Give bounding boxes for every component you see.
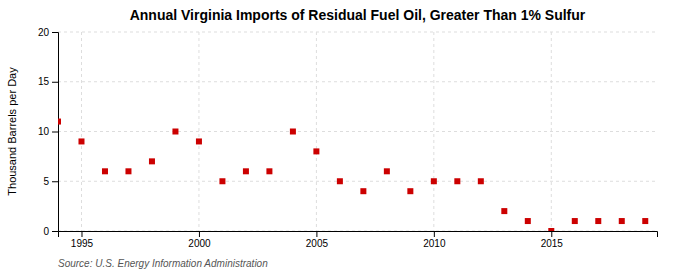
- point: [149, 158, 155, 164]
- x-tick: 2010: [423, 231, 446, 249]
- x-tick: 2015: [541, 231, 564, 249]
- points: [58, 119, 648, 231]
- point: [172, 129, 178, 135]
- point: [313, 148, 319, 154]
- y-grid-line: [58, 32, 657, 33]
- title: Annual Virginia Imports of Residual Fuel…: [130, 7, 586, 23]
- x-grid-line: [198, 32, 199, 231]
- y-tick-mark: [52, 181, 58, 182]
- x-tick-label: 2010: [423, 238, 446, 249]
- x-grid-line: [81, 32, 82, 231]
- y-tick: 20: [38, 27, 58, 38]
- point: [454, 178, 460, 184]
- x-tick-label: 2000: [188, 238, 211, 249]
- x-tick-label: 1995: [71, 238, 94, 249]
- point: [595, 218, 601, 224]
- x-grid-line: [433, 32, 434, 231]
- y-axis: 0 5 10 15 20: [38, 27, 59, 237]
- point: [219, 178, 225, 184]
- y-grid-line: [58, 131, 657, 132]
- y-tick: 5: [43, 176, 58, 187]
- point: [642, 218, 648, 224]
- y-grid-line: [58, 181, 657, 182]
- y-axis-line: [52, 33, 59, 232]
- x-grid-line: [316, 32, 317, 231]
- y-tick-label: 5: [43, 176, 49, 187]
- point: [196, 138, 202, 144]
- y-grid-line: [58, 81, 657, 82]
- point: [243, 168, 249, 174]
- point: [290, 129, 296, 135]
- y-tick-mark: [52, 132, 58, 133]
- point: [478, 178, 484, 184]
- y-tick: 0: [43, 226, 58, 237]
- y-tick-mark: [52, 32, 58, 33]
- plot: 1995 2000 2005 2010 2015 0 5 10 15 20: [38, 27, 658, 249]
- x-tick-mark: [434, 231, 435, 237]
- x-tick-label: 2005: [306, 238, 329, 249]
- point: [407, 188, 413, 194]
- x-tick-label: 2015: [541, 238, 564, 249]
- point: [337, 178, 343, 184]
- y-tick-label: 20: [38, 27, 50, 38]
- y-axis-title: Thousand Barrels per Day: [6, 67, 18, 196]
- source-note: Source: U.S. Energy Information Administ…: [58, 258, 268, 269]
- x-axis: 1995 2000 2005 2010 2015: [59, 231, 658, 249]
- point: [58, 119, 61, 125]
- point: [78, 138, 84, 144]
- y-tick-label: 0: [43, 226, 49, 237]
- point: [431, 178, 437, 184]
- x-tick: 1995: [71, 231, 94, 249]
- x-tick-mark: [81, 231, 82, 237]
- point: [572, 218, 578, 224]
- x-axis-line: [59, 232, 658, 238]
- y-tick-label: 15: [38, 76, 50, 87]
- y-tick: 15: [38, 76, 58, 87]
- y-tick-mark: [52, 82, 58, 83]
- point: [525, 218, 531, 224]
- grid: [58, 32, 657, 231]
- x-grid-line: [551, 32, 552, 231]
- y-tick: 10: [38, 126, 58, 137]
- point: [619, 218, 625, 224]
- chart: 1995 2000 2005 2010 2015 0 5 10 15 20 Annual Virgi…: [0, 0, 675, 275]
- point: [102, 168, 108, 174]
- point: [360, 188, 366, 194]
- point: [266, 168, 272, 174]
- x-tick: 2000: [188, 231, 211, 249]
- y-tick-mark: [52, 231, 58, 232]
- point: [548, 228, 554, 231]
- point: [125, 168, 131, 174]
- x-tick-mark: [551, 231, 552, 237]
- point: [384, 168, 390, 174]
- point: [501, 208, 507, 214]
- y-tick-label: 10: [38, 126, 50, 137]
- x-tick: 2005: [306, 231, 329, 249]
- x-tick-mark: [199, 231, 200, 237]
- x-tick-mark: [316, 231, 317, 237]
